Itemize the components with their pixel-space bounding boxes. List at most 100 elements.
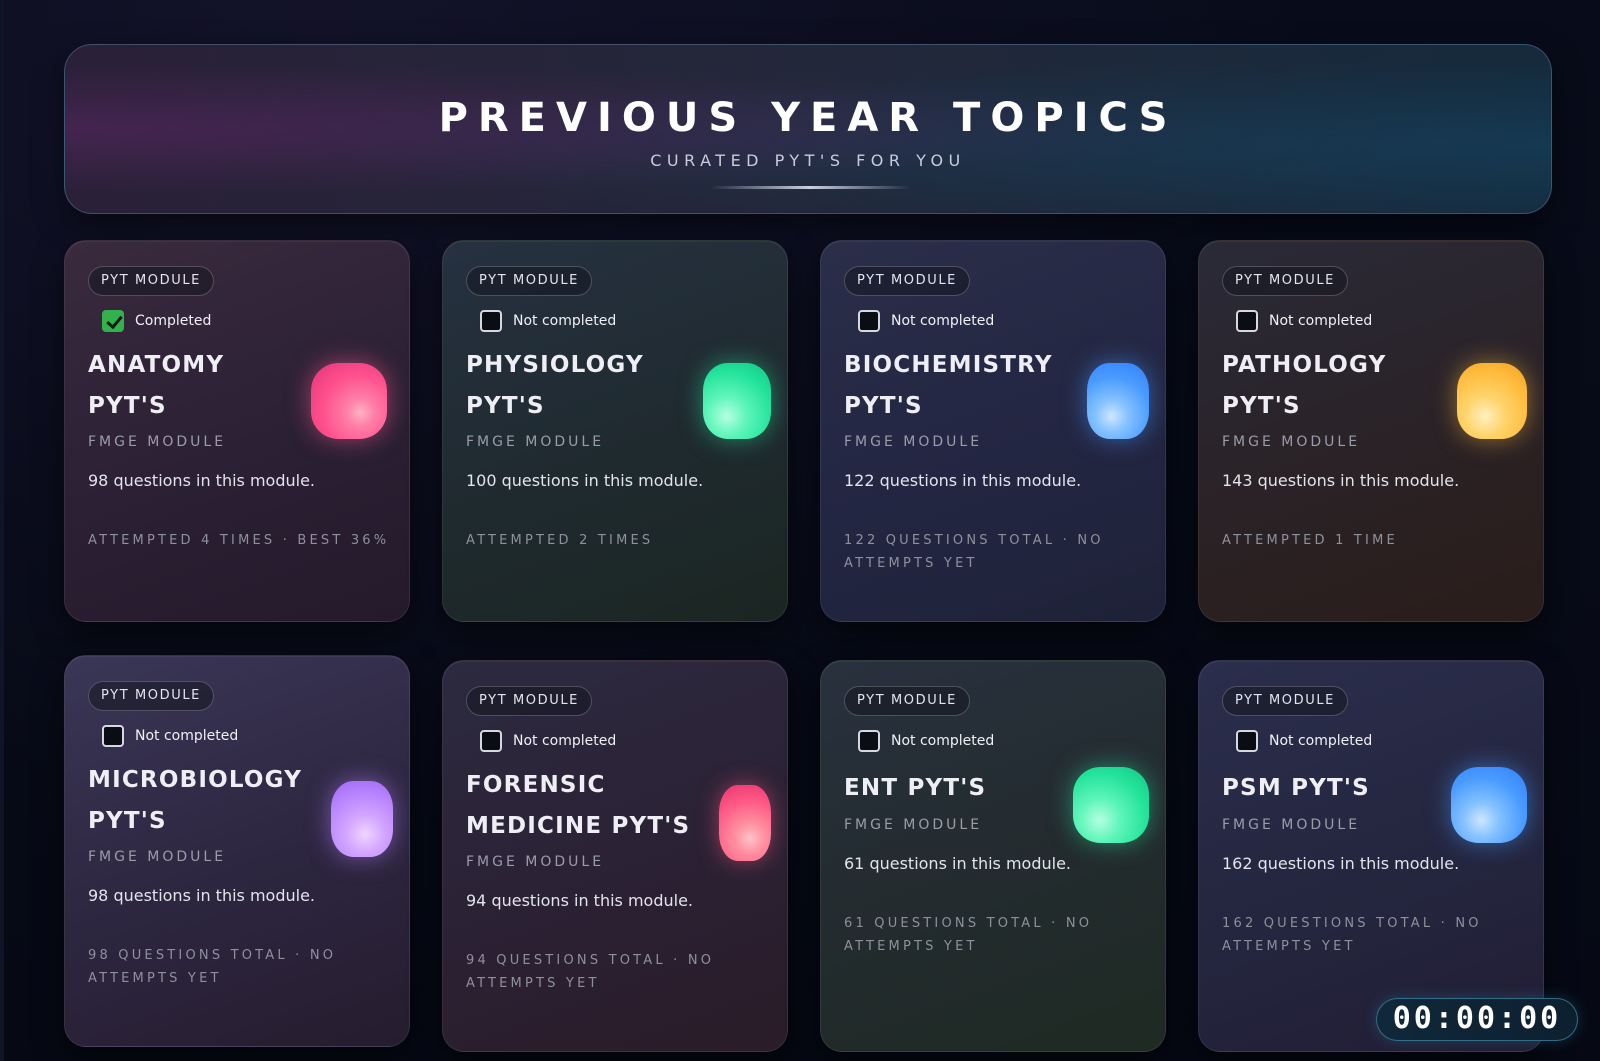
title-underline bbox=[710, 186, 910, 189]
attempts-line-1: 98 QUESTIONS TOTAL · NO bbox=[88, 948, 337, 963]
module-card-microbiology[interactable]: PYT MODULE Not completed MICROBIOLOGY PY… bbox=[64, 655, 410, 1047]
title-line-2: MEDICINE PYT'S bbox=[466, 813, 691, 839]
attempts-line-1: ATTEMPTED 4 TIMES · BEST 36% bbox=[88, 533, 390, 548]
completion-status[interactable]: Not completed bbox=[1236, 309, 1372, 333]
completion-status[interactable]: Not completed bbox=[858, 309, 994, 333]
module-title: FORENSIC MEDICINE PYT'S bbox=[466, 765, 690, 847]
attempts-info: 61 QUESTIONS TOTAL · NO ATTEMPTS YET bbox=[844, 912, 1092, 958]
completion-checkbox[interactable] bbox=[858, 310, 880, 332]
title-line-1: ANATOMY bbox=[88, 352, 225, 378]
module-title: ANATOMY PYT'S bbox=[88, 345, 224, 427]
session-timer: 00:00:00 bbox=[1376, 998, 1578, 1041]
completion-checkbox[interactable] bbox=[480, 730, 502, 752]
blue-blob-icon bbox=[1087, 363, 1149, 439]
status-label: Not completed bbox=[891, 313, 995, 329]
module-card-biochemistry[interactable]: PYT MODULE Not completed BIOCHEMISTRY PY… bbox=[820, 240, 1166, 622]
module-card-psm[interactable]: PYT MODULE Not completed PSM PYT'S FMGE … bbox=[1198, 660, 1544, 1052]
question-count: 98 questions in this module. bbox=[88, 886, 315, 905]
completion-status[interactable]: Not completed bbox=[480, 729, 616, 753]
module-title: PHYSIOLOGY PYT'S bbox=[466, 345, 644, 427]
completion-checkbox[interactable] bbox=[102, 725, 124, 747]
completion-status[interactable]: Not completed bbox=[102, 724, 238, 748]
green-blob-icon bbox=[703, 363, 771, 439]
completion-checkbox[interactable] bbox=[858, 730, 880, 752]
module-title: MICROBIOLOGY PYT'S bbox=[88, 760, 302, 842]
title-line-2: PYT'S bbox=[88, 808, 167, 834]
completion-status[interactable]: Not completed bbox=[858, 729, 994, 753]
module-subtitle: FMGE MODULE bbox=[1222, 817, 1361, 833]
module-badge: PYT MODULE bbox=[466, 266, 592, 296]
module-subtitle: FMGE MODULE bbox=[844, 434, 983, 450]
attempts-line-1: ATTEMPTED 1 TIME bbox=[1222, 533, 1398, 548]
module-card-physiology[interactable]: PYT MODULE Not completed PHYSIOLOGY PYT'… bbox=[442, 240, 788, 622]
module-card-ent[interactable]: PYT MODULE Not completed ENT PYT'S FMGE … bbox=[820, 660, 1166, 1052]
module-subtitle: FMGE MODULE bbox=[1222, 434, 1361, 450]
module-title: PSM PYT'S bbox=[1222, 768, 1370, 809]
green-blob-icon bbox=[1073, 767, 1149, 843]
question-count: 98 questions in this module. bbox=[88, 471, 315, 490]
title-line-2: PYT'S bbox=[466, 393, 545, 419]
module-card-pathology[interactable]: PYT MODULE Not completed PATHOLOGY PYT'S… bbox=[1198, 240, 1544, 622]
title-line-1: PSM PYT'S bbox=[1222, 775, 1370, 801]
completion-status[interactable]: Completed bbox=[102, 309, 211, 333]
attempts-line-1: 122 QUESTIONS TOTAL · NO bbox=[844, 533, 1104, 548]
title-line-2: PYT'S bbox=[88, 393, 167, 419]
module-subtitle: FMGE MODULE bbox=[466, 854, 605, 870]
module-badge: PYT MODULE bbox=[1222, 266, 1348, 296]
page-subtitle: CURATED PYT'S FOR YOU bbox=[650, 151, 966, 170]
pink-blob-icon bbox=[311, 363, 387, 439]
attempts-line-1: 94 QUESTIONS TOTAL · NO bbox=[466, 953, 715, 968]
module-badge: PYT MODULE bbox=[1222, 686, 1348, 716]
attempts-info: 122 QUESTIONS TOTAL · NO ATTEMPTS YET bbox=[844, 529, 1104, 575]
completion-checkbox[interactable] bbox=[1236, 310, 1258, 332]
question-count: 94 questions in this module. bbox=[466, 891, 693, 910]
title-line-2: PYT'S bbox=[844, 393, 923, 419]
title-line-1: MICROBIOLOGY bbox=[88, 767, 303, 793]
attempts-info: ATTEMPTED 2 TIMES bbox=[466, 529, 653, 552]
purple-blob-icon bbox=[331, 781, 393, 857]
question-count: 100 questions in this module. bbox=[466, 471, 704, 490]
question-count: 143 questions in this module. bbox=[1222, 471, 1460, 490]
module-card-forensic-medicine[interactable]: PYT MODULE Not completed FORENSIC MEDICI… bbox=[442, 660, 788, 1052]
amber-blob-icon bbox=[1457, 363, 1527, 439]
blue-blob-icon bbox=[1451, 767, 1527, 843]
title-line-1: PATHOLOGY bbox=[1222, 352, 1387, 378]
title-line-1: PHYSIOLOGY bbox=[466, 352, 644, 378]
completion-status[interactable]: Not completed bbox=[480, 309, 616, 333]
status-label: Not completed bbox=[513, 313, 617, 329]
module-subtitle: FMGE MODULE bbox=[844, 817, 983, 833]
status-label: Not completed bbox=[135, 728, 239, 744]
completion-checkbox[interactable] bbox=[480, 310, 502, 332]
attempts-line-1: 61 QUESTIONS TOTAL · NO bbox=[844, 916, 1093, 931]
module-title: BIOCHEMISTRY PYT'S bbox=[844, 345, 1053, 427]
pink-blob-icon bbox=[719, 785, 771, 861]
module-badge: PYT MODULE bbox=[88, 266, 214, 296]
attempts-line-2: ATTEMPTS YET bbox=[88, 971, 222, 986]
module-subtitle: FMGE MODULE bbox=[466, 434, 605, 450]
status-label: Not completed bbox=[1269, 733, 1373, 749]
status-label: Not completed bbox=[891, 733, 995, 749]
module-badge: PYT MODULE bbox=[844, 266, 970, 296]
question-count: 122 questions in this module. bbox=[844, 471, 1082, 490]
module-title: ENT PYT'S bbox=[844, 768, 986, 809]
attempts-line-2: ATTEMPTS YET bbox=[844, 556, 978, 571]
page-title: PREVIOUS YEAR TOPICS bbox=[438, 95, 1178, 141]
status-label: Not completed bbox=[513, 733, 617, 749]
module-badge: PYT MODULE bbox=[466, 686, 592, 716]
completed-checkbox[interactable] bbox=[102, 310, 124, 332]
module-subtitle: FMGE MODULE bbox=[88, 849, 227, 865]
question-count: 61 questions in this module. bbox=[844, 854, 1071, 873]
attempts-line-2: ATTEMPTS YET bbox=[1222, 939, 1356, 954]
attempts-info: ATTEMPTED 4 TIMES · BEST 36% bbox=[88, 529, 389, 552]
completion-checkbox[interactable] bbox=[1236, 730, 1258, 752]
title-line-1: BIOCHEMISTRY bbox=[844, 352, 1053, 378]
module-badge: PYT MODULE bbox=[88, 681, 214, 711]
completion-status[interactable]: Not completed bbox=[1236, 729, 1372, 753]
module-card-anatomy[interactable]: PYT MODULE Completed ANATOMY PYT'S FMGE … bbox=[64, 240, 410, 622]
attempts-line-1: 162 QUESTIONS TOTAL · NO bbox=[1222, 916, 1482, 931]
module-title: PATHOLOGY PYT'S bbox=[1222, 345, 1386, 427]
attempts-line-2: ATTEMPTS YET bbox=[844, 939, 978, 954]
header-banner: PREVIOUS YEAR TOPICS CURATED PYT'S FOR Y… bbox=[64, 44, 1552, 214]
attempts-info: ATTEMPTED 1 TIME bbox=[1222, 529, 1398, 552]
